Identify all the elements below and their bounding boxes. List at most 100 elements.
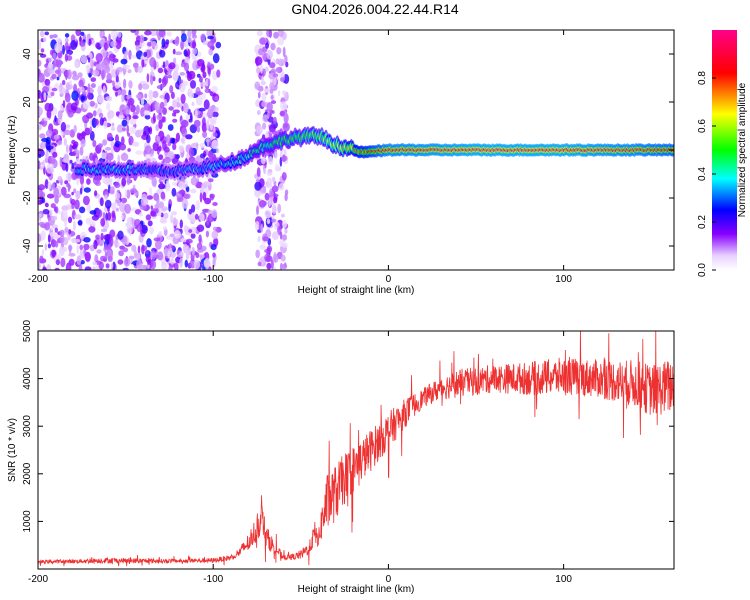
noise-speck	[284, 228, 288, 234]
noise-speck	[159, 49, 166, 58]
noise-speck	[198, 254, 205, 258]
noise-speck	[275, 66, 283, 74]
noise-speck	[188, 147, 195, 158]
noise-speck	[202, 71, 207, 79]
noise-speck	[181, 119, 189, 128]
noise-speck	[170, 91, 175, 99]
noise-speck	[128, 255, 135, 260]
noise-speck	[262, 122, 267, 130]
noise-speck	[80, 260, 85, 265]
noise-speck	[257, 235, 261, 243]
noise-speck	[266, 171, 273, 176]
noise-speck	[86, 203, 91, 212]
noise-speck	[71, 162, 75, 170]
noise-speck	[156, 135, 161, 142]
noise-speck	[141, 244, 145, 255]
noise-speck	[133, 249, 138, 259]
noise-speck	[190, 226, 197, 235]
noise-speck	[277, 90, 281, 97]
noise-speck	[203, 99, 210, 110]
noise-speck	[256, 205, 259, 216]
noise-speck	[122, 127, 126, 132]
noise-speck	[65, 262, 72, 270]
noise-speck	[61, 79, 66, 86]
noise-speck	[105, 102, 111, 111]
noise-speck	[139, 129, 144, 134]
noise-speck	[121, 214, 124, 221]
noise-speck	[188, 229, 193, 233]
noise-speck	[84, 251, 91, 262]
noise-speck	[38, 106, 43, 116]
noise-speck	[107, 212, 112, 221]
noise-speck	[195, 91, 203, 96]
noise-speck	[92, 266, 96, 270]
noise-speck	[174, 51, 183, 56]
noise-speck	[181, 33, 187, 43]
noise-speck	[199, 142, 205, 149]
x-tick-label: 100	[555, 574, 572, 585]
noise-speck	[158, 145, 162, 152]
noise-speck	[214, 95, 219, 101]
noise-speck	[67, 172, 72, 183]
noise-speck	[174, 36, 180, 47]
noise-speck	[171, 112, 176, 117]
noise-speck	[54, 195, 59, 204]
noise-speck	[122, 66, 126, 76]
noise-speck	[128, 135, 134, 146]
noise-speck	[45, 202, 49, 208]
noise-speck	[263, 88, 271, 93]
noise-speck	[38, 221, 45, 227]
noise-speck	[56, 37, 62, 44]
noise-speck	[167, 124, 174, 131]
noise-speck	[166, 179, 169, 190]
noise-speck	[282, 219, 287, 229]
noise-speck	[117, 259, 124, 265]
noise-speck	[192, 47, 198, 55]
noise-speck	[122, 247, 129, 253]
noise-speck	[63, 138, 67, 146]
noise-speck	[145, 214, 152, 221]
noise-speck	[63, 129, 72, 136]
noise-speck	[77, 220, 83, 226]
snr-panel: -200 -100 0 100 1000 2000 3000 4000 5000 Height…	[7, 319, 675, 595]
noise-speck	[208, 178, 214, 183]
noise-speck	[54, 267, 60, 270]
noise-speck	[260, 63, 263, 74]
noise-speck	[108, 53, 116, 62]
noise-speck	[209, 194, 214, 201]
noise-speck	[200, 153, 206, 159]
noise-speck	[158, 30, 166, 38]
noise-speck	[139, 212, 143, 217]
noise-speck	[54, 115, 57, 123]
noise-speck	[117, 241, 120, 248]
noise-speck	[190, 176, 198, 186]
noise-speck	[38, 124, 42, 131]
noise-speck	[44, 78, 51, 86]
noise-speck	[187, 88, 193, 93]
noise-speck	[193, 259, 201, 270]
noise-speck	[135, 104, 140, 115]
noise-speck	[38, 72, 45, 83]
noise-speck	[115, 75, 119, 83]
noise-speck	[53, 134, 60, 140]
noise-speck	[212, 53, 220, 64]
noise-speck	[85, 217, 93, 225]
noise-speck	[272, 130, 278, 135]
noise-speck	[273, 254, 279, 263]
noise-speck	[146, 134, 151, 144]
noise-speck	[40, 48, 45, 53]
noise-speck	[54, 227, 58, 233]
noise-speck	[44, 31, 49, 36]
noise-speck	[70, 198, 76, 206]
noise-speck	[46, 264, 52, 270]
noise-speck	[262, 236, 269, 242]
noise-speck	[210, 120, 213, 131]
noise-speck	[86, 64, 91, 73]
noise-speck	[255, 99, 261, 108]
noise-speck	[116, 68, 120, 76]
noise-speck	[48, 155, 56, 165]
noise-speck	[273, 31, 279, 39]
noise-speck	[276, 47, 282, 55]
noise-speck	[90, 77, 97, 82]
noise-speck	[137, 65, 143, 74]
